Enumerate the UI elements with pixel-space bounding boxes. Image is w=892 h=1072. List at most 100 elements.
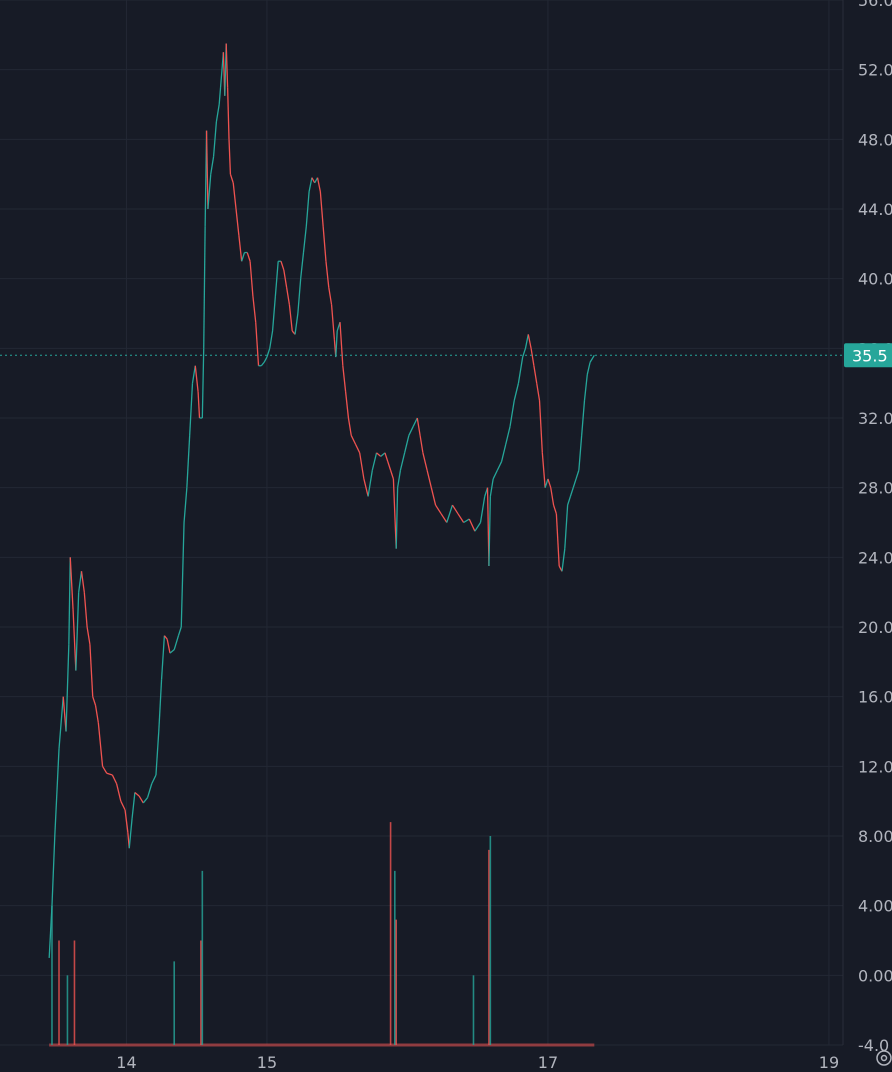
price-segment: [274, 261, 279, 297]
price-segment: [58, 696, 64, 749]
price-segment: [547, 478, 552, 488]
price-segment: [142, 797, 149, 804]
price-segment: [68, 557, 71, 645]
price-segment: [489, 478, 494, 497]
price-segment: [536, 383, 541, 401]
price-segment: [106, 772, 113, 776]
price-segment: [586, 362, 591, 375]
price-segment: [347, 417, 352, 436]
price-segment: [474, 522, 482, 532]
price-tick-label: 16.0: [858, 688, 892, 707]
price-series: [48, 43, 595, 958]
price-segment: [111, 774, 118, 785]
price-segment: [232, 182, 237, 210]
price-segment: [260, 361, 265, 367]
price-segment: [419, 435, 424, 453]
price-segment: [300, 252, 305, 279]
price-tick-label: 48.0: [858, 130, 892, 149]
price-tick-label: 8.00: [858, 827, 892, 846]
price-segment: [575, 470, 580, 480]
price-segment: [241, 252, 246, 262]
price-segment: [404, 435, 410, 453]
price-tick-label: 4.00: [858, 897, 892, 916]
price-segment: [308, 177, 313, 192]
price-segment: [371, 452, 378, 471]
price-segment: [533, 365, 538, 384]
price-segment: [496, 461, 503, 471]
price-segment: [138, 795, 144, 804]
price-segment: [567, 496, 572, 506]
price-segment: [97, 722, 104, 767]
price-segment: [440, 513, 448, 523]
price-segment: [527, 334, 532, 349]
price-segment: [246, 252, 251, 262]
price-segment: [86, 626, 91, 645]
price-segment: [517, 356, 524, 384]
price-segment: [294, 313, 299, 335]
price-segment: [430, 487, 437, 506]
price-segment: [219, 52, 225, 88]
price-segment: [426, 470, 432, 488]
time-axis[interactable]: 14 15 17 19: [116, 1053, 839, 1072]
price-segment: [235, 208, 240, 236]
price-segment: [134, 791, 140, 797]
price-segment: [319, 191, 324, 227]
price-segment: [169, 649, 175, 654]
price-segment: [325, 261, 330, 288]
price-segment: [376, 452, 382, 457]
price-segment: [555, 513, 560, 567]
settings-gear-icon[interactable]: [876, 1050, 892, 1066]
price-segment: [530, 348, 535, 366]
price-segment: [468, 518, 476, 532]
price-segment: [89, 644, 94, 697]
price-segment: [212, 121, 218, 157]
price-segment: [263, 356, 268, 363]
time-tick-label: 14: [116, 1053, 136, 1072]
price-segment: [128, 818, 133, 849]
price-tick-label: 44.0: [858, 200, 892, 219]
price-segment: [322, 226, 327, 262]
price-segment: [583, 374, 588, 401]
price-segment: [330, 304, 336, 340]
price-segment: [509, 400, 515, 427]
price-segment: [78, 571, 83, 593]
price-segment: [578, 435, 583, 471]
price-tick-label: 56.0: [858, 0, 892, 10]
price-segment: [589, 354, 595, 363]
price-segment: [62, 696, 67, 732]
price-segment: [500, 443, 507, 462]
price-segment: [342, 365, 347, 392]
price-segment: [446, 504, 454, 523]
price-segment: [146, 783, 153, 798]
price-segment: [297, 278, 302, 314]
price-segment: [572, 478, 577, 488]
price-segment: [255, 322, 260, 366]
price-segment: [316, 177, 321, 192]
price-segment: [399, 452, 406, 471]
price-segment: [412, 417, 418, 427]
price-segment: [581, 400, 586, 436]
price-tick-label: 32.0: [858, 409, 892, 428]
price-segment: [350, 435, 357, 445]
price-segment: [569, 487, 574, 497]
price-segment: [229, 173, 234, 184]
price-segment: [513, 383, 520, 401]
price-segment: [564, 505, 569, 549]
price-segment: [94, 705, 99, 723]
price-segment: [51, 835, 56, 906]
price-segment: [210, 156, 215, 175]
price-segment: [266, 348, 271, 358]
time-tick-label: 17: [538, 1053, 558, 1072]
price-segment: [54, 748, 60, 837]
price-segment: [226, 87, 230, 140]
price-segment: [422, 452, 428, 471]
price-segment: [451, 504, 459, 515]
price-segment: [363, 478, 369, 497]
price-segment: [72, 609, 77, 671]
price-segment: [280, 261, 285, 271]
price-segment: [102, 765, 108, 774]
price-segment: [463, 518, 470, 524]
price-segment: [228, 139, 232, 175]
